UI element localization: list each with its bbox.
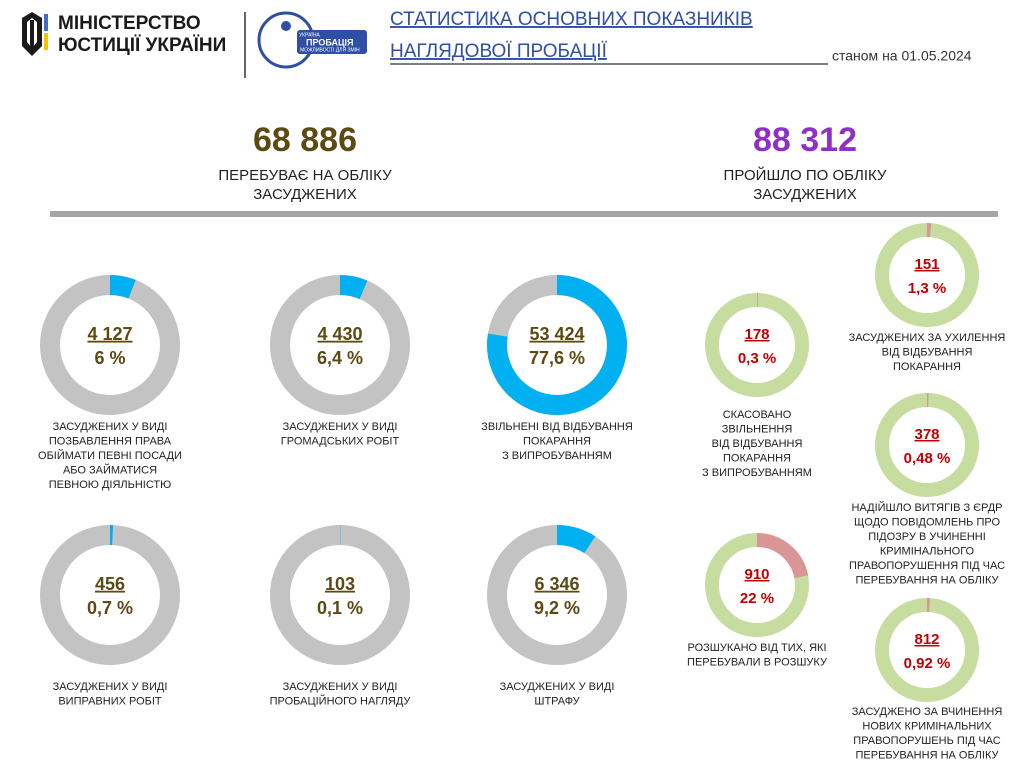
ministry-name: МІНІСТЕРСТВО [58, 13, 201, 34]
donut-caption: ПЕРЕБУВАННЯ НА ОБЛІКУ [856, 574, 1000, 586]
date: станом на 01.05.2024 [832, 48, 972, 64]
donut-segment [705, 293, 809, 397]
donut-count: 103 [325, 574, 355, 594]
donut-count: 6 346 [534, 574, 579, 594]
donut-caption: З ВИПРОБУВАННЯМ [502, 450, 612, 462]
donut-caption: КРИМІНАЛЬНОГО [880, 545, 975, 557]
donut-caption: ПРАВОПОРУШЕННЯ ПІД ЧАС [849, 560, 1005, 572]
donut-caption: ЗАСУДЖЕНИХ У ВИДІ [53, 681, 168, 693]
donut-caption: ПЕВНОЮ ДІЯЛЬНІСТЮ [49, 479, 172, 491]
donut-count: 378 [914, 426, 939, 443]
donut-caption: ПРАВОПОРУШЕНЬ ПІД ЧАС [853, 735, 1000, 747]
donut-count: 910 [744, 566, 769, 583]
donut-caption: ЗАСУДЖЕНИХ У ВИДІ [53, 421, 168, 433]
donut-caption: ПРОБАЦІЙНОГО НАГЛЯДУ [270, 694, 412, 707]
donut-count: 4 127 [87, 324, 132, 344]
donut-caption: ЗВІЛЬНЕНІ ВІД ВІДБУВАННЯ [481, 421, 633, 433]
donut-caption: ОБІЙМАТИ ПЕВНІ ПОСАДИ [38, 449, 182, 462]
donut-caption: ЗВІЛЬНЕННЯ [722, 423, 793, 435]
donut-count: 4 430 [317, 324, 362, 344]
donut-percent: 1,3 % [908, 280, 946, 297]
donut-segment [487, 525, 627, 665]
donut-percent: 0,48 % [904, 450, 951, 467]
summary-value: 68 886 [253, 121, 357, 159]
donut-caption: СКАСОВАНО [723, 409, 792, 421]
donut-track [875, 598, 979, 702]
logo-text: ПРОБАЦІЯ [306, 37, 354, 47]
donut-segment [705, 533, 809, 637]
donut-caption: ПОЗБАВЛЕННЯ ПРАВА [49, 435, 172, 447]
donut-count: 151 [914, 256, 939, 273]
donut-caption: НАДІЙШЛО ВИТЯГІВ З ЄРДР [851, 501, 1002, 514]
ministry-name: ЮСТИЦІЇ УКРАЇНИ [58, 35, 226, 56]
donut-segment [875, 393, 979, 497]
emblem [22, 12, 48, 56]
donut-percent: 0,7 % [87, 598, 133, 618]
donut-segment [875, 223, 979, 327]
donut-caption: ЗАСУДЖЕНИХ У ВИДІ [283, 681, 398, 693]
summary-label: ПРОЙШЛО ПО ОБЛІКУ [724, 166, 887, 184]
donut-caption: ЗАСУДЖЕНИХ У ВИДІ [283, 421, 398, 433]
donut-percent: 0,92 % [904, 655, 951, 672]
donut-caption: ЗАСУДЖЕНИХ У ВИДІ [500, 681, 615, 693]
donut-segment [875, 598, 979, 702]
donut-caption: РОЗШУКАНО ВІД ТИХ, ЯКІ [687, 642, 826, 654]
donut-caption: ПЕРЕБУВАННЯ НА ОБЛІКУ [856, 749, 1000, 761]
donut-caption: ЩОДО ПОВІДОМЛЕНЬ ПРО [854, 516, 1000, 528]
donut-caption: ВІД ВІДБУВАННЯ [712, 438, 803, 450]
summary-value: 88 312 [753, 121, 857, 159]
donut-track [487, 525, 627, 665]
donut-track [705, 293, 809, 397]
donut-track [270, 275, 410, 415]
donut-percent: 6,4 % [317, 348, 363, 368]
donut-count: 53 424 [529, 324, 584, 344]
donut-percent: 9,2 % [534, 598, 580, 618]
donut-caption: ПІДОЗРУ В УЧИНЕННІ [868, 531, 986, 543]
logo-text: МОЖЛИВОСТІ ДЛЯ ЗМІН [300, 47, 360, 53]
donut-track [40, 275, 180, 415]
donut-caption: ПЕРЕБУВАЛИ В РОЗШУКУ [687, 656, 828, 668]
donut-segment [40, 275, 180, 415]
donut-percent: 77,6 % [529, 348, 585, 368]
donut-count: 456 [95, 574, 125, 594]
donut-caption: ПОКАРАННЯ [893, 361, 961, 373]
donut-caption: ПОКАРАННЯ [723, 452, 791, 464]
donut-track [270, 525, 410, 665]
donut-caption: ШТРАФУ [534, 695, 580, 707]
donut-caption: АБО ЗАЙМАТИСЯ [63, 463, 157, 476]
donut-percent: 6 % [94, 348, 125, 368]
donut-track [875, 393, 979, 497]
donut-count: 178 [744, 326, 769, 343]
donut-caption: З ВИПРОБУВАННЯМ [702, 467, 812, 479]
donut-percent: 0,1 % [317, 598, 363, 618]
donut-caption: ВІД ВІДБУВАННЯ [882, 346, 973, 358]
donut-caption: ПОКАРАННЯ [523, 435, 591, 447]
donut-segment [40, 525, 180, 665]
donut-caption: ВИПРАВНИХ РОБІТ [58, 695, 162, 707]
donut-track [875, 223, 979, 327]
summary-label: ЗАСУДЖЕНИХ [253, 186, 357, 203]
summary-label: ПЕРЕБУВАЄ НА ОБЛІКУ [218, 167, 392, 184]
probation-logo [257, 11, 367, 69]
donut-caption: ЗАСУДЖЕНО ЗА ВЧИНЕННЯ [852, 706, 1003, 718]
donut-segment [270, 525, 410, 665]
page-title: НАГЛЯДОВОЇ ПРОБАЦІЇ [390, 41, 608, 62]
donut-segment [487, 275, 627, 415]
page-title: СТАТИСТИКА ОСНОВНИХ ПОКАЗНИКІВ [390, 9, 753, 30]
summary-bar [50, 211, 998, 217]
donut-percent: 22 % [740, 590, 774, 607]
donut-segment [270, 275, 410, 415]
donut-caption: НОВИХ КРИМІНАЛЬНИХ [862, 720, 992, 732]
donut-track [40, 525, 180, 665]
donut-caption: ЗАСУДЖЕНИХ ЗА УХИЛЕННЯ [849, 332, 1006, 344]
donut-percent: 0,3 % [738, 350, 776, 367]
summary-label: ЗАСУДЖЕНИХ [753, 186, 857, 203]
logo-text: УКРАЇНА [299, 31, 320, 38]
donut-caption: ГРОМАДСЬКИХ РОБІТ [281, 435, 400, 447]
donut-count: 812 [914, 631, 939, 648]
